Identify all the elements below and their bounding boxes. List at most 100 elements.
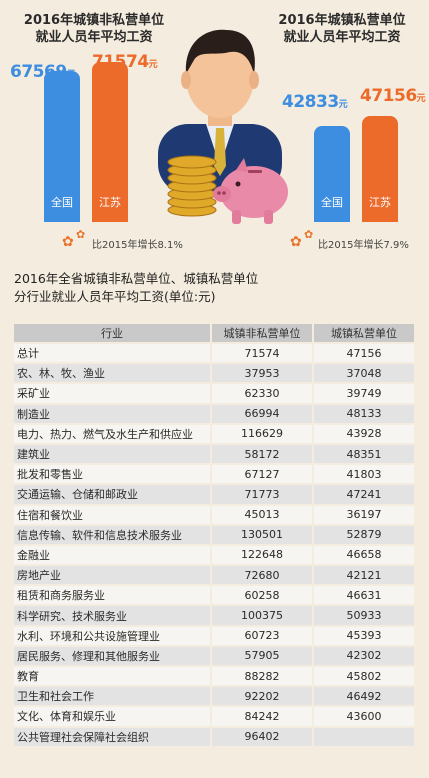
cell-industry: 建筑业 — [14, 444, 210, 464]
cell-industry: 电力、热力、燃气及水生产和供应业 — [14, 424, 210, 443]
table-row: 居民服务、修理和其他服务业 57905 42302 — [14, 646, 414, 665]
right-national-number: 42833 — [282, 92, 339, 112]
cell-non-private-wage: 130501 — [212, 525, 312, 544]
cell-industry: 房地产业 — [14, 566, 210, 585]
cell-non-private-wage: 62330 — [212, 384, 312, 403]
table-row: 租赁和商务服务业 60258 46631 — [14, 586, 414, 605]
bar-right-jiangsu: 江苏 — [362, 116, 398, 222]
gear-icon: ✿ — [304, 228, 314, 241]
cell-private-wage: 46658 — [314, 545, 414, 565]
bar-label-national: 全国 — [51, 195, 73, 209]
cell-industry: 文化、体育和娱乐业 — [14, 707, 210, 726]
left-growth-text: 比2015年增长8.1% — [92, 240, 183, 251]
table-row: 建筑业 58172 48351 — [14, 444, 414, 464]
cell-non-private-wage: 60258 — [212, 586, 312, 605]
cell-private-wage: 43600 — [314, 707, 414, 726]
cell-non-private-wage: 72680 — [212, 566, 312, 585]
right-panel-title: 2016年城镇私营单位 就业人员年平均工资 — [262, 12, 422, 46]
right-jiangsu-number: 47156 — [360, 86, 417, 106]
bar-left-national: 全国 — [44, 70, 80, 222]
cell-private-wage: 46631 — [314, 586, 414, 605]
cell-industry: 信息传输、软件和信息技术服务业 — [14, 525, 210, 544]
cell-industry: 制造业 — [14, 404, 210, 423]
table-row: 批发和零售业 67127 41803 — [14, 465, 414, 484]
coin-stack-illustration — [167, 155, 217, 217]
gear-icon: ✿ — [290, 234, 302, 250]
table-row: 农、林、牧、渔业 37953 37048 — [14, 364, 414, 383]
cell-industry: 金融业 — [14, 545, 210, 565]
table-row: 住宿和餐饮业 45013 36197 — [14, 505, 414, 524]
cell-non-private-wage: 100375 — [212, 606, 312, 625]
cell-non-private-wage: 60723 — [212, 626, 312, 645]
table-row: 采矿业 62330 39749 — [14, 384, 414, 403]
cell-non-private-wage: 92202 — [212, 687, 312, 706]
right-title-line2: 就业人员年平均工资 — [283, 30, 401, 45]
table-row: 公共管理社会保障社会组织 96402 — [14, 727, 414, 746]
industry-wage-table: 行业 城镇非私营单位 城镇私营单位 总计 71574 47156 农、林、牧、渔业 37… — [12, 322, 416, 748]
cell-industry: 卫生和社会工作 — [14, 687, 210, 706]
unit-label: 元 — [338, 100, 348, 110]
cell-industry: 住宿和餐饮业 — [14, 505, 210, 524]
cell-private-wage — [314, 727, 414, 746]
cell-industry: 科学研究、技术服务业 — [14, 606, 210, 625]
cell-private-wage: 43928 — [314, 424, 414, 443]
cell-industry: 水利、环境和公共设施管理业 — [14, 626, 210, 645]
bar-label-jiangsu: 江苏 — [99, 195, 121, 209]
table-row: 房地产业 72680 42121 — [14, 566, 414, 585]
cell-industry: 公共管理社会保障社会组织 — [14, 727, 210, 746]
table-title: 2016年全省城镇非私营单位、城镇私营单位 分行业就业人员年平均工资(单位:元) — [14, 270, 414, 306]
cell-non-private-wage: 66994 — [212, 404, 312, 423]
table-row: 卫生和社会工作 92202 46492 — [14, 687, 414, 706]
left-title-line2: 就业人员年平均工资 — [35, 30, 153, 45]
cell-private-wage: 46492 — [314, 687, 414, 706]
cell-industry: 总计 — [14, 344, 210, 363]
cell-private-wage: 47156 — [314, 344, 414, 363]
left-panel-title: 2016年城镇非私营单位 就业人员年平均工资 — [14, 12, 174, 46]
table-row: 金融业 122648 46658 — [14, 545, 414, 565]
cell-private-wage: 41803 — [314, 465, 414, 484]
table-row: 科学研究、技术服务业 100375 50933 — [14, 606, 414, 625]
right-growth-text: 比2015年增长7.9% — [318, 240, 409, 251]
cell-private-wage: 45802 — [314, 667, 414, 686]
cell-non-private-wage: 67127 — [212, 465, 312, 484]
gear-icon: ✿ — [62, 234, 74, 250]
cell-private-wage: 42302 — [314, 646, 414, 665]
bar-label-jiangsu: 江苏 — [369, 195, 391, 209]
cell-private-wage: 47241 — [314, 485, 414, 504]
necktie — [214, 128, 226, 176]
table-row: 交通运输、仓储和邮政业 71773 47241 — [14, 485, 414, 504]
cell-non-private-wage: 122648 — [212, 545, 312, 565]
ear-right — [249, 71, 259, 89]
cell-private-wage: 42121 — [314, 566, 414, 585]
cell-industry: 教育 — [14, 667, 210, 686]
unit-label: 元 — [416, 94, 426, 104]
bar-label-national: 全国 — [321, 195, 343, 209]
bar-left-jiangsu: 江苏 — [92, 61, 128, 222]
cell-non-private-wage: 37953 — [212, 364, 312, 383]
table-title-line2: 分行业就业人员年平均工资(单位:元) — [14, 289, 216, 304]
cell-non-private-wage: 116629 — [212, 424, 312, 443]
table-row: 制造业 66994 48133 — [14, 404, 414, 423]
cell-private-wage: 36197 — [314, 505, 414, 524]
table-row: 教育 88282 45802 — [14, 667, 414, 686]
left-title-line1: 2016年城镇非私营单位 — [23, 13, 165, 28]
cell-industry: 交通运输、仓储和邮政业 — [14, 485, 210, 504]
cell-private-wage: 48133 — [314, 404, 414, 423]
table-row: 文化、体育和娱乐业 84242 43600 — [14, 707, 414, 726]
cell-industry: 租赁和商务服务业 — [14, 586, 210, 605]
cell-industry: 批发和零售业 — [14, 465, 210, 484]
column-header-non-private: 城镇非私营单位 — [212, 324, 312, 342]
table-header-row: 行业 城镇非私营单位 城镇私营单位 — [14, 324, 414, 342]
hair — [185, 29, 255, 74]
cell-non-private-wage: 57905 — [212, 646, 312, 665]
table-row: 总计 71574 47156 — [14, 344, 414, 363]
cell-private-wage: 50933 — [314, 606, 414, 625]
right-title-line1: 2016年城镇私营单位 — [278, 13, 406, 28]
cell-private-wage: 39749 — [314, 384, 414, 403]
cell-non-private-wage: 88282 — [212, 667, 312, 686]
table-row: 水利、环境和公共设施管理业 60723 45393 — [14, 626, 414, 645]
cell-non-private-wage: 45013 — [212, 505, 312, 524]
face — [186, 38, 254, 118]
table-row: 信息传输、软件和信息技术服务业 130501 52879 — [14, 525, 414, 544]
